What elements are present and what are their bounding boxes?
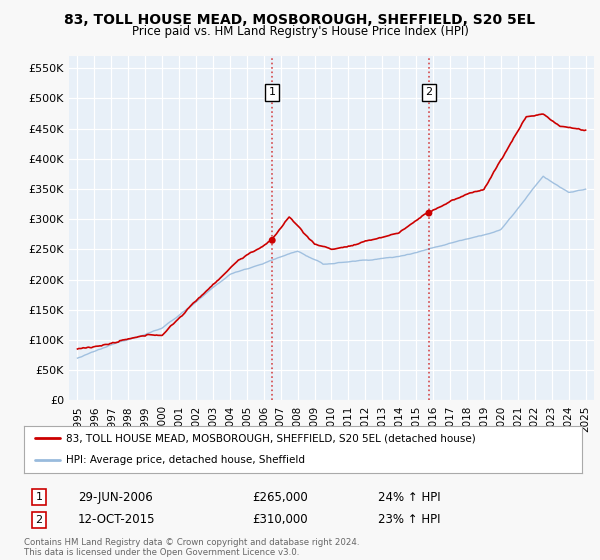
Text: HPI: Average price, detached house, Sheffield: HPI: Average price, detached house, Shef…: [66, 455, 305, 465]
Text: 83, TOLL HOUSE MEAD, MOSBOROUGH, SHEFFIELD, S20 5EL (detached house): 83, TOLL HOUSE MEAD, MOSBOROUGH, SHEFFIE…: [66, 433, 476, 444]
Point: [424, 209, 434, 218]
Text: 29-JUN-2006: 29-JUN-2006: [78, 491, 153, 504]
Text: 12-OCT-2015: 12-OCT-2015: [78, 513, 155, 526]
Text: 1: 1: [35, 492, 43, 502]
Text: 24% ↑ HPI: 24% ↑ HPI: [378, 491, 440, 504]
Text: 1: 1: [269, 87, 276, 97]
Point: [268, 236, 277, 245]
Text: £265,000: £265,000: [252, 491, 308, 504]
Text: Price paid vs. HM Land Registry's House Price Index (HPI): Price paid vs. HM Land Registry's House …: [131, 25, 469, 38]
Text: 2: 2: [35, 515, 43, 525]
Text: £310,000: £310,000: [252, 513, 308, 526]
Text: 83, TOLL HOUSE MEAD, MOSBOROUGH, SHEFFIELD, S20 5EL: 83, TOLL HOUSE MEAD, MOSBOROUGH, SHEFFIE…: [64, 13, 536, 27]
Text: Contains HM Land Registry data © Crown copyright and database right 2024.
This d: Contains HM Land Registry data © Crown c…: [24, 538, 359, 557]
Text: 23% ↑ HPI: 23% ↑ HPI: [378, 513, 440, 526]
Text: 2: 2: [425, 87, 433, 97]
